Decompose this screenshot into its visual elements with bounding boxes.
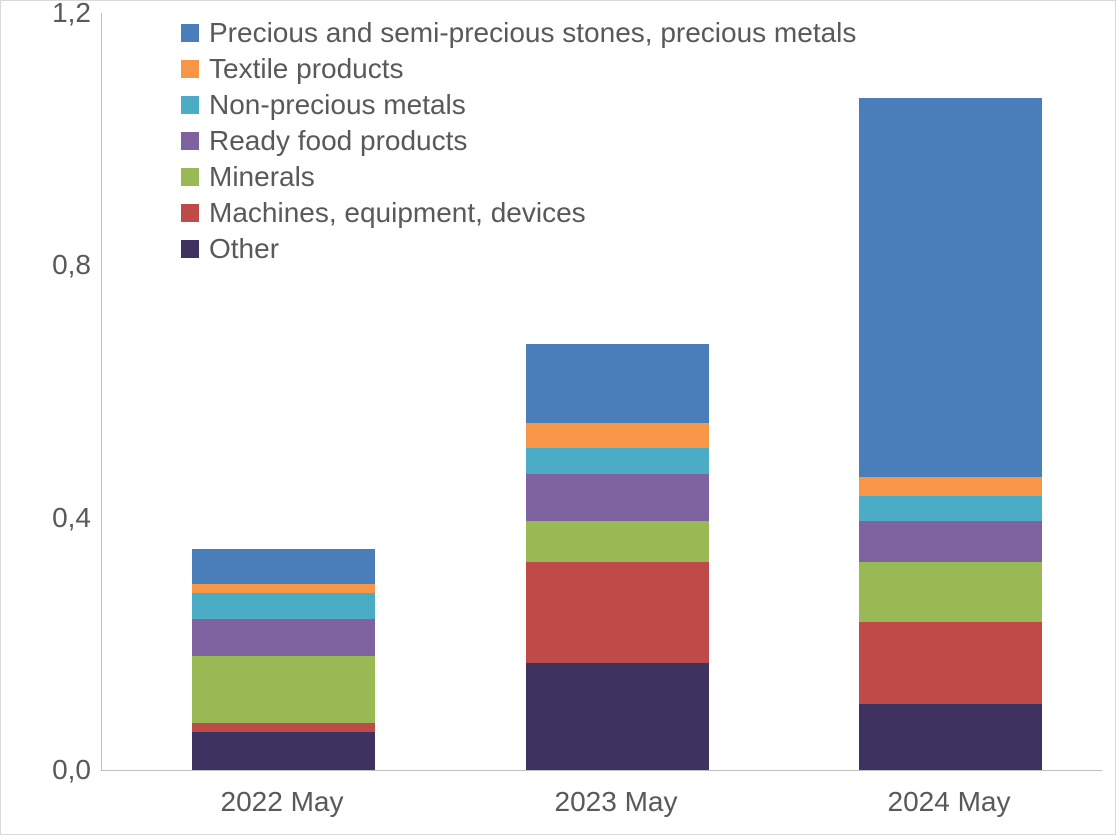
x-tick-label: 2024 May	[888, 786, 1011, 818]
legend-swatch	[181, 24, 199, 42]
legend-item-minerals: Minerals	[181, 159, 856, 195]
bar-segment-other	[192, 732, 375, 770]
legend-item-other: Other	[181, 231, 856, 267]
legend-item-readyfood: Ready food products	[181, 123, 856, 159]
legend-item-nonprec: Non-precious metals	[181, 87, 856, 123]
legend-swatch	[181, 60, 199, 78]
bar-segment-precious	[859, 98, 1042, 477]
bar-segment-textile	[526, 423, 709, 448]
bar-segment-textile	[859, 477, 1042, 496]
legend-label: Minerals	[209, 161, 315, 193]
legend-label: Precious and semi-precious stones, preci…	[209, 17, 856, 49]
bar-segment-other	[526, 663, 709, 770]
legend-label: Machines, equipment, devices	[209, 197, 586, 229]
bar-column	[859, 98, 1042, 770]
legend-label: Textile products	[209, 53, 404, 85]
bar-segment-other	[859, 704, 1042, 770]
chart-frame: 0,0 0,4 0,8 1,2 2022 May 2023 May 2024 May Pr…	[0, 0, 1116, 835]
legend-swatch	[181, 168, 199, 186]
y-tick-label: 0,0	[31, 754, 91, 786]
y-tick-label: 1,2	[31, 0, 91, 29]
bar-segment-minerals	[526, 521, 709, 562]
bar-segment-nonprec	[526, 448, 709, 473]
legend-label: Non-precious metals	[209, 89, 466, 121]
legend-label: Ready food products	[209, 125, 467, 157]
x-tick-label: 2023 May	[555, 786, 678, 818]
legend-item-machines: Machines, equipment, devices	[181, 195, 856, 231]
legend-swatch	[181, 240, 199, 258]
bar-segment-machines	[859, 622, 1042, 704]
bar-segment-readyfood	[859, 521, 1042, 562]
y-tick-label: 0,4	[31, 502, 91, 534]
bar-segment-precious	[526, 344, 709, 423]
bar-segment-nonprec	[859, 496, 1042, 521]
legend-item-precious: Precious and semi-precious stones, preci…	[181, 15, 856, 51]
legend-swatch	[181, 96, 199, 114]
bar-segment-minerals	[192, 656, 375, 722]
bar-column	[526, 344, 709, 770]
legend-swatch	[181, 132, 199, 150]
bar-column	[192, 549, 375, 770]
bar-segment-nonprec	[192, 593, 375, 618]
x-tick-label: 2022 May	[221, 786, 344, 818]
legend-item-textile: Textile products	[181, 51, 856, 87]
bar-segment-machines	[192, 723, 375, 732]
legend: Precious and semi-precious stones, preci…	[181, 15, 856, 267]
bar-segment-precious	[192, 549, 375, 584]
bar-segment-textile	[192, 584, 375, 593]
bar-segment-readyfood	[526, 474, 709, 521]
legend-label: Other	[209, 233, 279, 265]
bar-segment-minerals	[859, 562, 1042, 622]
bar-segment-machines	[526, 562, 709, 663]
y-tick-label: 0,8	[31, 249, 91, 281]
bar-segment-readyfood	[192, 619, 375, 657]
legend-swatch	[181, 204, 199, 222]
